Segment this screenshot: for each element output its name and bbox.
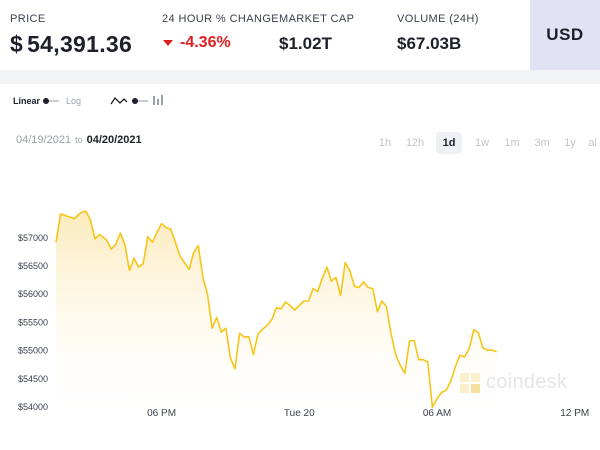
chart-toolbar: Linear Log: [0, 94, 600, 114]
date-range: 04/19/2021 to 04/20/2021: [16, 134, 142, 146]
change-value: -4.36%: [180, 34, 231, 51]
currency-symbol: $: [10, 31, 24, 57]
section-divider: [0, 70, 600, 84]
x-tick-label: Tue 20: [284, 408, 315, 419]
price-stat: PRICE $54,391.36: [10, 13, 132, 58]
y-tick-label: $55000: [18, 346, 48, 356]
scale-toggle[interactable]: [43, 98, 59, 104]
y-axis: $54000 $54500 $55000 $55500 $56000 $56500 $570…: [18, 233, 48, 412]
change-value-row: -4.36%: [162, 34, 279, 52]
x-tick-label: 06 AM: [423, 408, 451, 419]
coindesk-watermark: coindesk: [460, 371, 567, 394]
y-tick-label: $54000: [18, 402, 48, 412]
price-chart[interactable]: $54000 $54500 $55000 $55500 $56000 $56500 $570…: [0, 150, 600, 420]
y-tick-label: $54500: [18, 374, 48, 384]
timeframe-1w[interactable]: 1w: [474, 137, 490, 149]
watermark-text: coindesk: [486, 371, 568, 393]
currency-button[interactable]: USD: [530, 0, 600, 70]
range-to-word: to: [75, 135, 83, 145]
y-tick-label: $57000: [18, 233, 48, 243]
timeframe-1m[interactable]: 1m: [504, 137, 520, 149]
volume-stat: VOLUME (24H) $67.03B: [397, 13, 479, 54]
coindesk-logo-icon: [460, 372, 480, 393]
timeframe-1y[interactable]: 1y: [564, 137, 576, 149]
volume-label: VOLUME (24H): [397, 13, 479, 25]
volume-value: $67.03B: [397, 34, 462, 53]
timeframe-1d[interactable]: 1d: [436, 132, 462, 154]
bar-chart-icon[interactable]: [152, 94, 164, 106]
timeframe-12h[interactable]: 12h: [405, 137, 425, 149]
price-line: [55, 210, 497, 408]
down-arrow-icon: [163, 40, 173, 46]
market-cap-label: MARKET CAP: [279, 13, 355, 25]
x-tick-label: 12 PM: [560, 408, 589, 419]
linear-scale-option[interactable]: Linear: [13, 96, 41, 106]
timeframe-3m[interactable]: 3m: [534, 137, 550, 149]
change-label: 24 HOUR % CHANGE: [162, 13, 280, 25]
y-tick-label: $56500: [18, 261, 48, 271]
timeframe-all[interactable]: al: [588, 137, 597, 149]
market-cap-stat: MARKET CAP $1.02T: [279, 13, 354, 54]
x-axis: 06 PM Tue 20 06 AM 12 PM: [147, 408, 589, 419]
market-cap-value: $1.02T: [279, 34, 332, 53]
price-area-fill: [56, 211, 497, 410]
range-end-date[interactable]: 04/20/2021: [86, 134, 142, 146]
stats-bar: PRICE $54,391.36 24 HOUR % CHANGE -4.36%…: [0, 0, 600, 70]
log-scale-option[interactable]: Log: [66, 96, 82, 106]
chart-type-toggle[interactable]: [132, 98, 148, 104]
change-stat: 24 HOUR % CHANGE -4.36%: [162, 13, 279, 52]
x-tick-label: 06 PM: [147, 408, 176, 419]
range-start-date[interactable]: 04/19/2021: [16, 134, 72, 146]
price-label: PRICE: [10, 13, 46, 25]
y-tick-label: $56000: [18, 289, 48, 299]
y-tick-label: $55500: [18, 317, 48, 327]
line-chart-icon[interactable]: [110, 94, 128, 108]
price-value: 54,391.36: [27, 31, 133, 57]
timeframe-1h[interactable]: 1h: [378, 137, 392, 149]
price-value-row: $54,391.36: [10, 31, 132, 58]
